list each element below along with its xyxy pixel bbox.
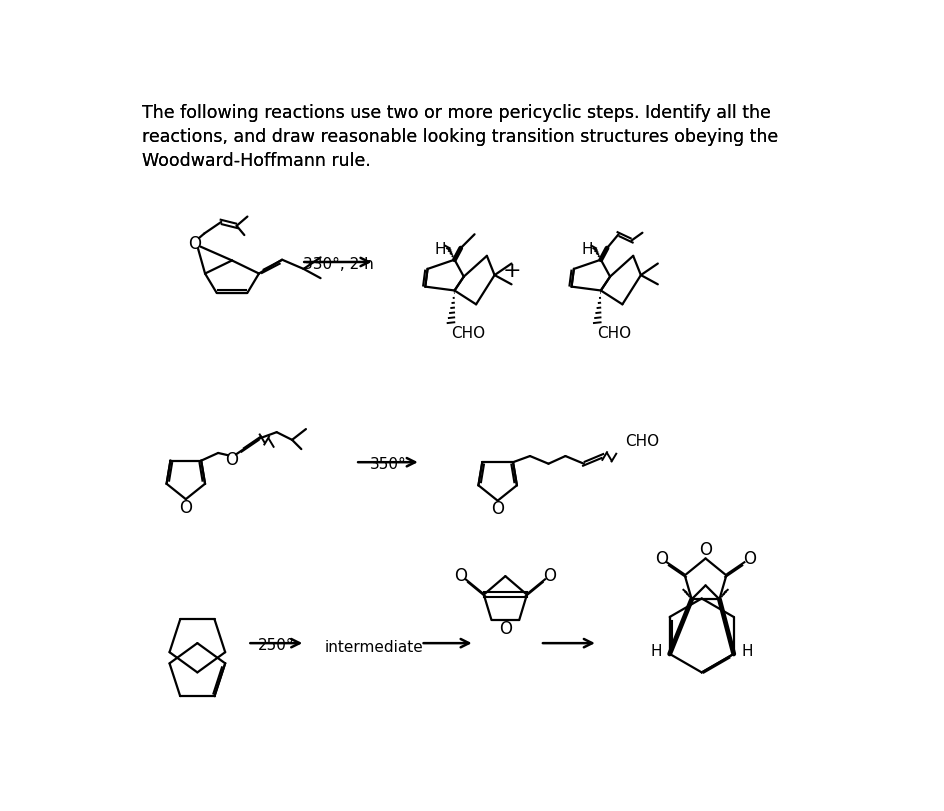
Text: CHO: CHO — [450, 326, 485, 341]
Text: H: H — [435, 242, 447, 257]
Text: O: O — [491, 500, 504, 517]
Text: H: H — [582, 242, 593, 257]
Text: +: + — [502, 260, 521, 281]
Text: intermediate: intermediate — [325, 640, 423, 654]
Text: The following reactions use two or more pericyclic steps. Identify all the
react: The following reactions use two or more … — [142, 104, 778, 170]
Text: O: O — [700, 541, 712, 559]
Text: H: H — [650, 643, 662, 658]
Text: O: O — [655, 549, 668, 567]
Text: O: O — [189, 234, 202, 252]
Text: CHO: CHO — [597, 326, 632, 341]
Text: O: O — [498, 619, 512, 637]
Text: O: O — [544, 566, 557, 584]
Text: 330°, 2 h: 330°, 2 h — [302, 257, 373, 272]
Text: O: O — [179, 498, 193, 517]
Text: H: H — [742, 643, 753, 658]
Text: O: O — [454, 566, 467, 584]
Text: The following reactions use two or more pericyclic steps. Identify all the
react: The following reactions use two or more … — [142, 104, 778, 170]
Text: 250°: 250° — [258, 637, 295, 653]
Text: O: O — [226, 451, 239, 469]
Text: 350°: 350° — [369, 457, 406, 472]
Text: CHO: CHO — [626, 434, 660, 448]
Text: O: O — [743, 549, 756, 567]
